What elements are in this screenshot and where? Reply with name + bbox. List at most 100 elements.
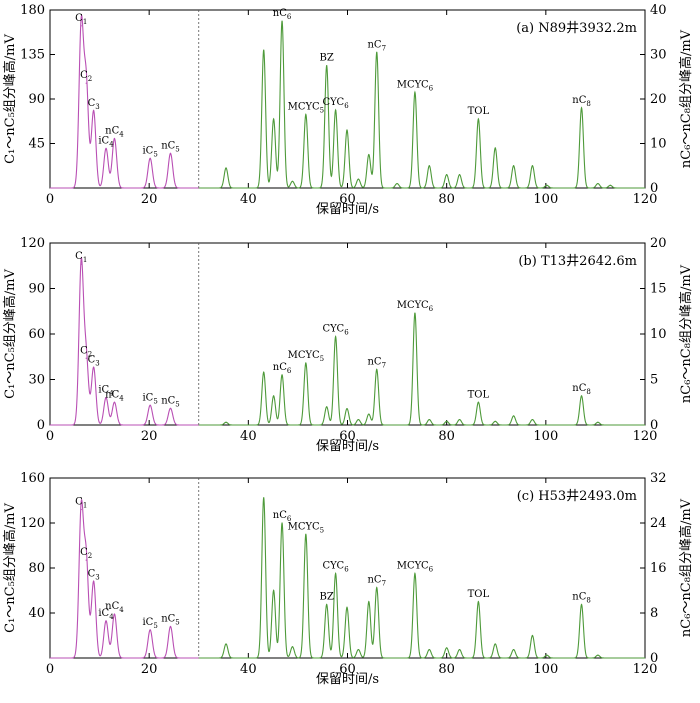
x-axis-title: 保留时间/s bbox=[316, 439, 379, 454]
x-tick-label: 40 bbox=[240, 429, 257, 444]
y-left-tick-label: 40 bbox=[28, 606, 45, 621]
peak-apex bbox=[494, 147, 496, 149]
peak-label: C2 bbox=[80, 70, 92, 83]
peak-label-main: iC bbox=[98, 135, 109, 146]
y-left-axis-title: C₁～nC₅组分峰高/mV bbox=[2, 34, 18, 164]
y-right-tick-label: 0 bbox=[650, 418, 658, 433]
peak-label: nC7 bbox=[367, 575, 386, 588]
panel-label: (a) N89井3932.2m bbox=[516, 21, 637, 36]
peak-apex bbox=[531, 165, 534, 167]
peak-apex bbox=[346, 408, 348, 410]
peak-apex bbox=[446, 420, 448, 422]
peak-label: C3 bbox=[88, 569, 100, 582]
peak-apex bbox=[428, 418, 430, 421]
peak-label: nC4 bbox=[105, 601, 124, 614]
peak-apex bbox=[85, 559, 87, 561]
peak-label-main: nC bbox=[367, 39, 381, 50]
peak-apex bbox=[458, 648, 461, 651]
peak-label-sub: 6 bbox=[429, 305, 434, 313]
peak-apex bbox=[376, 587, 378, 589]
panel-label: (b) T13井2642.6m bbox=[518, 254, 637, 269]
peak-label: CYC6 bbox=[322, 97, 349, 110]
peak-label-sub: 6 bbox=[287, 367, 292, 375]
peak-label-sub: 1 bbox=[83, 256, 87, 264]
peak-label: iC4 bbox=[98, 608, 114, 621]
peak-apex bbox=[458, 174, 461, 176]
peak-apex bbox=[376, 51, 378, 53]
peak-apex bbox=[85, 82, 87, 84]
peak-label-main: MCYC bbox=[397, 561, 429, 572]
y-left-tick-label: 45 bbox=[28, 137, 45, 152]
peak-label-main: C bbox=[80, 345, 88, 356]
peak-apex bbox=[281, 20, 283, 22]
peak-label-main: nC bbox=[105, 389, 119, 400]
peak-label-sub: 5 bbox=[153, 150, 157, 158]
peak-label: C3 bbox=[88, 98, 100, 111]
peak-label-main: nC bbox=[367, 356, 381, 367]
peak-label: nC5 bbox=[161, 395, 180, 408]
peak-apex bbox=[494, 643, 496, 645]
chart-panel-1: 0 20 40 60 80 100 120保留时间/s030609012005101520C… bbox=[2, 236, 694, 454]
peak-label-main: BZ bbox=[320, 592, 334, 603]
peak-label-main: nC bbox=[161, 140, 175, 151]
peak-label-main: nC bbox=[572, 383, 586, 394]
peak-label: nC6 bbox=[273, 8, 292, 21]
peak-apex bbox=[580, 603, 583, 606]
peak-label-sub: 3 bbox=[95, 574, 99, 582]
peak-label-sub: 5 bbox=[175, 619, 179, 627]
peak-label-sub: 5 bbox=[320, 526, 324, 534]
peak-label: iC4 bbox=[98, 385, 114, 398]
y-left-tick-label: 0 bbox=[37, 418, 45, 433]
peak-apex bbox=[225, 167, 227, 169]
peak-label: nC8 bbox=[572, 95, 591, 108]
peak-apex bbox=[281, 522, 283, 524]
peak-label-main: MCYC bbox=[397, 79, 429, 90]
peak-label: MCYC5 bbox=[288, 521, 324, 534]
y-left-tick-label: 120 bbox=[20, 236, 45, 251]
peak-apex bbox=[346, 606, 348, 608]
peak-apex bbox=[414, 91, 416, 93]
peak-label-main: C bbox=[88, 354, 96, 365]
peak-apex bbox=[546, 654, 548, 656]
y-right-tick-label: 0 bbox=[650, 651, 658, 666]
peak-label: nC7 bbox=[367, 39, 386, 52]
peak-label-main: nC bbox=[273, 8, 287, 19]
y-right-tick-label: 10 bbox=[650, 327, 667, 342]
peak-label-sub: 6 bbox=[344, 566, 349, 574]
y-left-tick-label: 180 bbox=[20, 3, 45, 18]
peak-label-sub: 5 bbox=[175, 400, 179, 408]
y-right-axis-title: nC₆～nC₈组分峰高/mV bbox=[678, 498, 694, 637]
x-tick-label: 20 bbox=[141, 662, 158, 677]
peak-label-main: C bbox=[88, 569, 96, 580]
x-tick-label: 120 bbox=[633, 429, 658, 444]
x-axis-title: 保留时间/s bbox=[316, 672, 379, 687]
peak-apex bbox=[368, 413, 370, 415]
peak-apex bbox=[93, 366, 95, 368]
peak-apex bbox=[105, 147, 107, 150]
peak-label: nC7 bbox=[367, 356, 386, 369]
peak-apex bbox=[80, 263, 82, 265]
x-tick-label: 0 bbox=[46, 192, 54, 207]
peak-label: BZ bbox=[320, 592, 334, 603]
peak-label-main: BZ bbox=[320, 53, 334, 64]
peak-label-sub: 8 bbox=[586, 100, 590, 108]
peak-label: MCYC6 bbox=[397, 561, 434, 574]
peak-apex bbox=[326, 65, 328, 67]
x-tick-label: 120 bbox=[633, 192, 658, 207]
y-left-tick-label: 90 bbox=[28, 282, 45, 297]
peak-label-main: CYC bbox=[322, 324, 344, 335]
peak-apex bbox=[428, 165, 430, 167]
peak-label: nC4 bbox=[105, 389, 124, 402]
peak-apex bbox=[113, 613, 116, 615]
y-right-tick-label: 16 bbox=[650, 561, 667, 576]
peak-label-main: TOL bbox=[468, 106, 490, 117]
peak-label: C1 bbox=[75, 497, 87, 510]
peak-label-main: iC bbox=[98, 608, 109, 619]
peak-apex bbox=[513, 165, 515, 167]
peak-label: CYC6 bbox=[322, 561, 349, 574]
peak-apex bbox=[291, 180, 294, 182]
peak-label-sub: 5 bbox=[320, 355, 324, 363]
peak-label: iC4 bbox=[98, 135, 114, 148]
series-line-light bbox=[50, 499, 199, 659]
